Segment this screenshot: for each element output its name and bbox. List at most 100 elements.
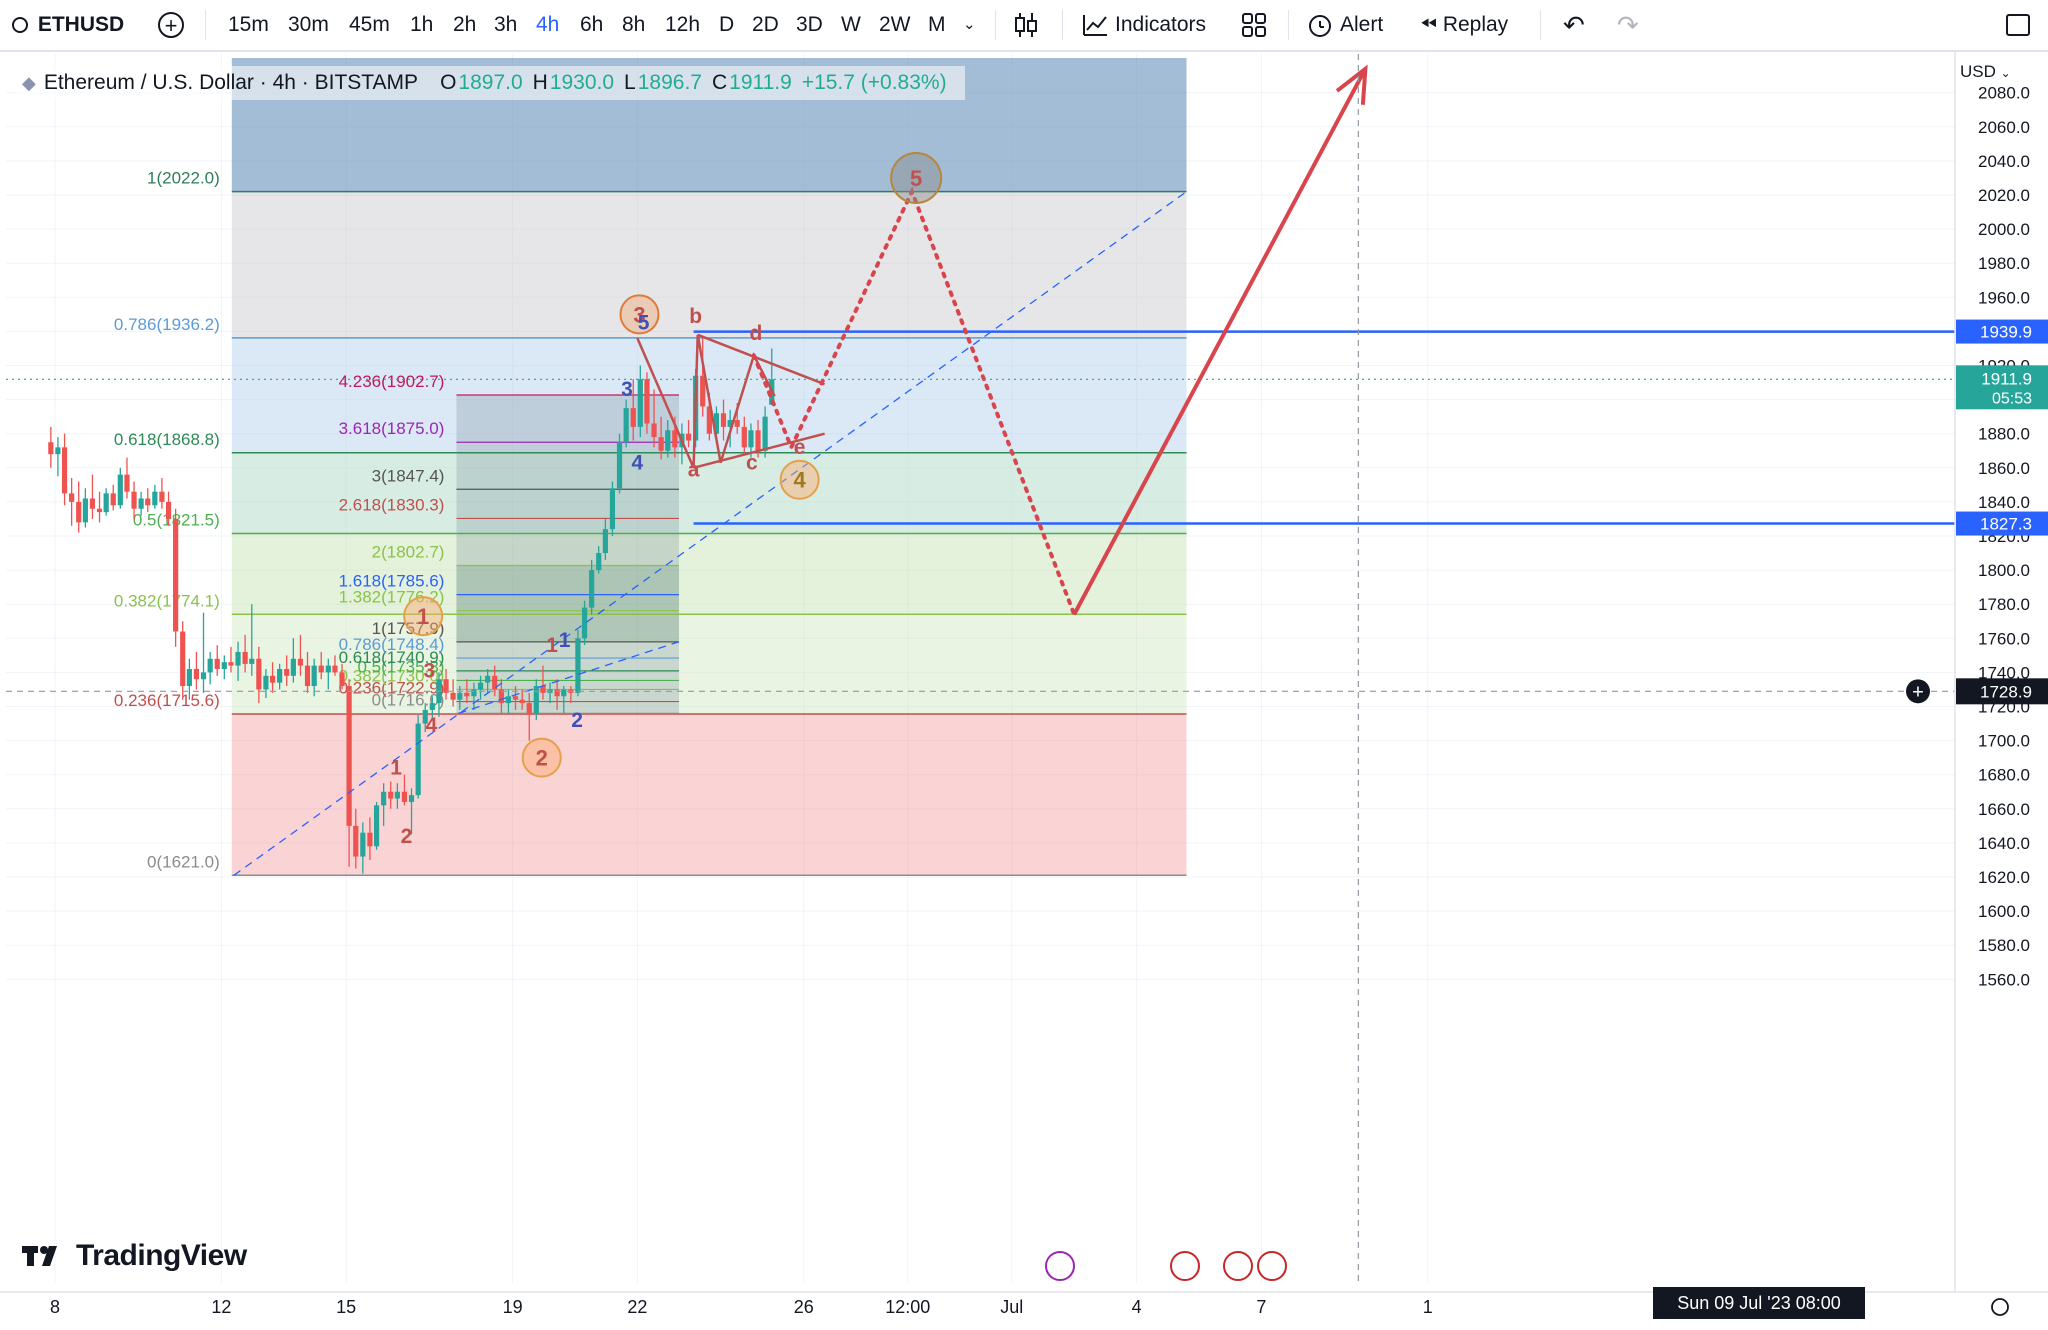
last-price-box [1956, 365, 2048, 410]
candle-body [200, 672, 207, 680]
candle-body [360, 832, 366, 857]
tradingview-logo-icon [22, 1246, 57, 1266]
fib-ext-label: 3.618(1875.0) [339, 419, 445, 438]
candle-body [76, 501, 82, 523]
wave-label: e [794, 436, 806, 459]
candle-body [748, 430, 754, 448]
candle-body [277, 668, 283, 683]
candle-body [498, 689, 504, 704]
fib-ext-label: 0.618(1740.9) [339, 648, 445, 667]
time-tick-label: 1 [1423, 1297, 1433, 1317]
candle-body [318, 665, 324, 673]
candle-body [561, 689, 567, 697]
templates-grid-icon[interactable] [1240, 0, 1268, 50]
candle-body [124, 474, 130, 492]
interval-w[interactable]: W [841, 13, 861, 36]
currency-label: USD [1960, 62, 1996, 81]
price-line-label-bg [1956, 511, 2048, 536]
fib-ext-label: 0.5(1735.3) [357, 657, 444, 676]
interval-dropdown-chevron-icon[interactable]: ⌄ [963, 16, 976, 33]
price-chart[interactable]: 0(1621.0) 0.236(1715.6) 0.382(1774.1) 0.5(1… [0, 52, 2048, 1325]
interval-d[interactable]: D [719, 13, 735, 36]
interval-45m[interactable]: 45m [349, 13, 390, 36]
redo-icon[interactable]: ↷ [1617, 10, 1639, 40]
candle-body [415, 723, 421, 796]
candle-body [644, 379, 650, 424]
candle-body [193, 668, 200, 680]
indicators-button[interactable]: Indicators [1081, 0, 1206, 50]
undo-icon[interactable]: ↶ [1563, 10, 1585, 40]
fib-zone [231, 452, 1187, 534]
candle-body [658, 437, 664, 451]
candle-body [485, 675, 491, 683]
interval-30m[interactable]: 30m [288, 13, 329, 36]
fib-ext-label: 4.236(1902.7) [339, 372, 445, 391]
fib-ext-label: 3(1847.4) [372, 466, 445, 485]
time-tick-label: 15 [336, 1297, 356, 1317]
fib-zone [231, 714, 1187, 876]
tradingview-logo[interactable]: TradingView [22, 1236, 247, 1276]
candle-body [575, 638, 581, 693]
candle-body [186, 668, 192, 687]
alert-button[interactable]: Alert [1306, 0, 1383, 50]
candle-body [408, 795, 415, 802]
wave-label: 1 [417, 604, 429, 629]
price-tick-label: 1700.0 [1978, 732, 2030, 751]
candle-body [596, 553, 602, 571]
price-line-label-bg [1956, 319, 2048, 344]
us-economic-event-icon [1223, 1251, 1253, 1281]
legend-close-key: C [711, 71, 728, 94]
compare-add-button[interactable]: + [158, 0, 184, 50]
crosshair-add-icon [1906, 679, 1930, 704]
candle-body [685, 433, 692, 441]
candle-body [533, 686, 539, 714]
price-tick-label: 1860.0 [1978, 459, 2030, 478]
crosshair-time-label: Sun 09 Jul '23 08:00 [1653, 1287, 1865, 1319]
candle-body [526, 703, 532, 714]
search-icon [12, 17, 28, 33]
interval-m[interactable]: M [928, 13, 946, 36]
interval-15m[interactable]: 15m [228, 13, 269, 36]
candle-body [304, 665, 311, 687]
fib-level-label: 0.618(1868.8) [114, 430, 220, 449]
dividend-event-icon [1045, 1251, 1075, 1281]
fib-ext-zone-green [456, 565, 679, 642]
wave-label: b [689, 305, 702, 328]
candle-body [332, 665, 338, 673]
interval-1h[interactable]: 1h [410, 13, 434, 36]
candle-body [713, 413, 720, 434]
price-tick-label: 1840.0 [1978, 493, 2030, 512]
candle-body [665, 430, 671, 451]
us-economic-event-icon [1170, 1251, 1200, 1281]
crosshair-price-label-bg [1956, 678, 2048, 705]
legend-high: 1930.0 [549, 71, 615, 94]
interval-2d[interactable]: 2D [752, 13, 779, 36]
crosshair-price-label: 1728.9 [1980, 682, 2032, 701]
interval-2h[interactable]: 2h [453, 13, 477, 36]
interval-6h[interactable]: 6h [580, 13, 604, 36]
interval-8h[interactable]: 8h [622, 13, 646, 36]
currency-selector[interactable]: USD ⌄ [1960, 62, 2011, 82]
chart-area[interactable]: 0(1621.0) 0.236(1715.6) 0.382(1774.1) 0.5(1… [0, 52, 2048, 1325]
wave-label: 4 [426, 714, 438, 737]
candle-body [554, 689, 560, 697]
candle-body [477, 682, 484, 690]
time-tick-label: 12 [211, 1297, 231, 1317]
candle-body [637, 379, 643, 427]
candle-body [221, 662, 227, 669]
interval-12h[interactable]: 12h [665, 13, 701, 36]
interval-2w[interactable]: 2W [879, 13, 911, 36]
alert-label: Alert [1340, 13, 1384, 36]
fullscreen-icon[interactable] [2006, 0, 2030, 50]
candle-body [734, 420, 740, 427]
chart-type-candles-icon[interactable] [1013, 0, 1039, 50]
abcde-zigzag [636, 334, 776, 469]
candle-body [55, 447, 61, 455]
interval-3d[interactable]: 3D [796, 13, 823, 36]
candle-body [145, 498, 151, 506]
fib-ext-zone [456, 394, 679, 714]
symbol-search[interactable]: ETHUSD [12, 0, 124, 50]
interval-4h[interactable]: 4h [536, 13, 560, 36]
replay-button[interactable]: ⏪︎ Replay [1420, 0, 1508, 50]
interval-3h[interactable]: 3h [494, 13, 518, 36]
